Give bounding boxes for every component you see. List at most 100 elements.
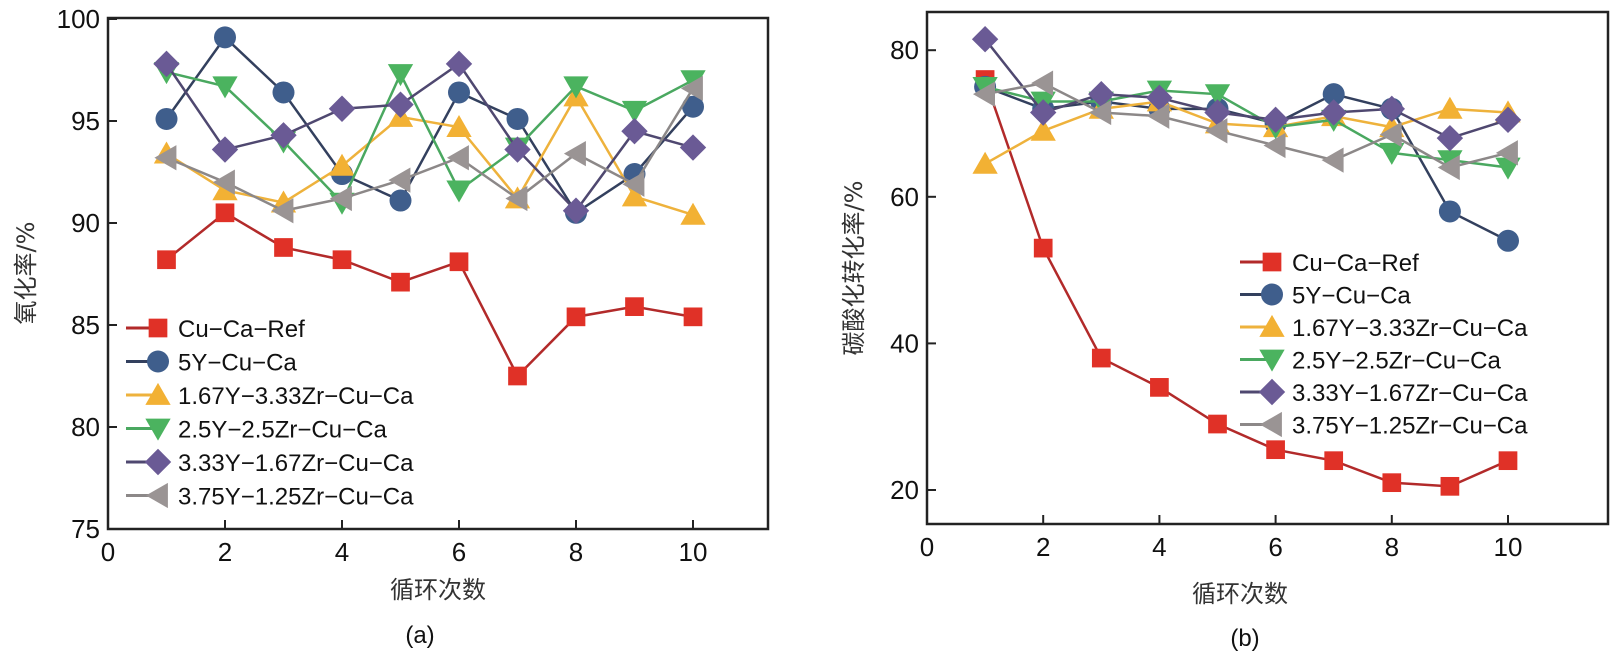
series-3: [972, 76, 1521, 180]
data-point: [1436, 124, 1464, 152]
data-point: [1150, 378, 1169, 397]
y-tick-label: 100: [57, 4, 100, 34]
data-point: [270, 122, 297, 149]
legend-marker: [1259, 411, 1282, 438]
x-tick-label: 4: [335, 537, 349, 567]
series-0: [975, 70, 1518, 496]
series-line: [166, 70, 694, 205]
x-tick-label: 6: [1268, 532, 1282, 562]
y-tick-label: 80: [890, 35, 919, 65]
data-point: [1205, 118, 1228, 144]
data-point: [1262, 106, 1289, 134]
data-point: [1495, 140, 1518, 166]
legend-marker: [1259, 349, 1285, 372]
data-point: [1437, 96, 1463, 119]
series-line: [166, 87, 695, 213]
series-4: [153, 50, 707, 224]
data-point: [1382, 473, 1402, 493]
series-5: [154, 75, 703, 224]
legend-item: 5Y−Cu−Ca: [1240, 283, 1411, 310]
data-point: [1324, 451, 1344, 471]
data-point: [1033, 238, 1053, 258]
data-point: [211, 136, 239, 163]
data-point: [1146, 84, 1173, 112]
data-point: [1091, 348, 1111, 368]
data-point: [1088, 80, 1115, 108]
panel-label-b: (b): [1230, 625, 1259, 652]
y-tick-label: 90: [71, 208, 100, 238]
series-line: [165, 94, 694, 217]
data-point: [387, 64, 414, 87]
data-point: [1263, 132, 1286, 159]
chart-panel-b: 0 2 4 6 8 10 20 40 60 80 Cu−Ca−Ref 5Y−Cu−Ca 1.67Y−3…: [840, 10, 1610, 652]
data-point: [562, 197, 590, 224]
data-point: [212, 169, 235, 195]
data-point: [446, 180, 472, 203]
data-point: [566, 307, 586, 327]
series-5: [973, 70, 1518, 181]
data-point: [625, 297, 644, 316]
data-point: [391, 272, 410, 292]
legend-label: 2.5Y−2.5Zr−Cu−Ca: [178, 417, 387, 444]
y-tick-label: 95: [71, 106, 100, 136]
legend-label: 1.67Y−3.33Zr−Cu−Ca: [1292, 315, 1528, 342]
legend-label: 3.33Y−1.67Zr−Cu−Ca: [1292, 380, 1528, 407]
data-point: [389, 189, 412, 212]
legend-label: Cu−Ca−Ref: [1292, 250, 1419, 277]
data-point: [1322, 83, 1345, 106]
series-line: [984, 81, 1509, 169]
legend-item: 1.67Y−3.33Zr−Cu−Ca: [126, 382, 414, 410]
data-point: [506, 107, 529, 130]
x-axis-title-a: 循环次数: [390, 576, 486, 604]
data-point: [1378, 95, 1405, 123]
data-point: [332, 250, 352, 270]
data-point: [215, 203, 235, 223]
x-tick-label: 10: [1494, 532, 1523, 562]
data-point: [679, 134, 707, 161]
data-point: [1320, 99, 1347, 126]
data-point: [505, 185, 528, 212]
legend-a: Cu−Ca−Ref 5Y−Cu−Ca 1.67Y−3.33Zr−Cu−Ca 2.5Y−…: [126, 316, 414, 511]
legend-label: Cu−Ca−Ref: [178, 316, 305, 343]
series-line: [984, 38, 1509, 140]
data-point: [622, 171, 645, 197]
legend-label: 3.75Y−1.25Zr−Cu−Ca: [1292, 413, 1528, 440]
data-point: [1379, 121, 1402, 148]
data-point: [155, 107, 178, 130]
x-axis-title-b: 循环次数: [1192, 580, 1288, 608]
data-point: [329, 185, 352, 212]
legend-item: 3.33Y−1.67Zr−Cu−Ca: [1240, 378, 1528, 407]
data-point: [1089, 99, 1112, 126]
legend-label: 3.33Y−1.67Zr−Cu−Ca: [178, 450, 414, 477]
legend-marker: [1258, 378, 1286, 406]
data-point: [971, 26, 999, 53]
data-point: [973, 81, 995, 107]
data-point: [1266, 440, 1285, 460]
series-line: [984, 85, 1509, 169]
series-4: [971, 26, 1522, 152]
legend-marker: [1261, 283, 1283, 306]
data-point: [972, 151, 998, 174]
x-tick-label: 2: [218, 537, 232, 567]
series-line: [984, 100, 1509, 165]
data-point: [621, 184, 648, 207]
x-tick-label: 2: [1036, 532, 1050, 562]
data-point: [1437, 154, 1460, 181]
data-point: [387, 91, 414, 118]
data-point: [1030, 118, 1056, 141]
data-point: [157, 250, 176, 270]
legend-marker: [145, 482, 168, 509]
legend-label: 2.5Y−2.5Zr−Cu−Ca: [1292, 348, 1501, 375]
data-point: [508, 366, 527, 386]
data-point: [680, 202, 706, 225]
data-point: [621, 118, 648, 145]
legend-item: 2.5Y−2.5Zr−Cu−Ca: [126, 417, 387, 444]
legend-item: 2.5Y−2.5Zr−Cu−Ca: [1240, 348, 1501, 375]
data-point: [1497, 229, 1519, 252]
data-point: [328, 95, 356, 122]
legend-label: 3.75Y−1.25Zr−Cu−Ca: [178, 484, 414, 511]
legend-b: Cu−Ca−Ref 5Y−Cu−Ca 1.67Y−3.33Zr−Cu−Ca 2.5Y−…: [1240, 250, 1528, 440]
data-point: [153, 50, 180, 78]
data-point: [1030, 99, 1057, 126]
data-point: [212, 76, 238, 99]
